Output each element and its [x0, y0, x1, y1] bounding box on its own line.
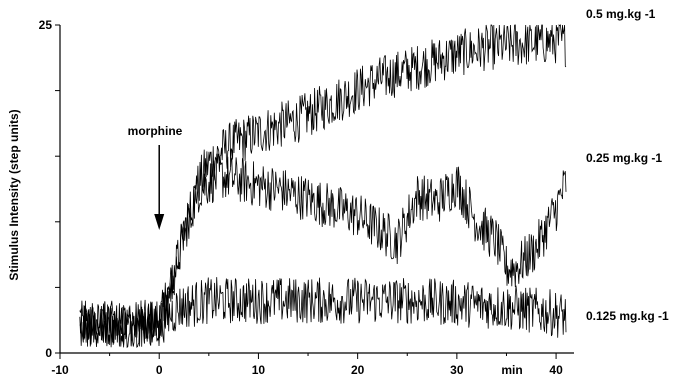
- series-label: 0.5 mg.kg -1: [586, 7, 656, 21]
- series-label: 0.125 mg.kg -1: [586, 309, 669, 323]
- x-axis-unit-label: min: [501, 363, 522, 377]
- plot-area: -10 0 10 20 30 40 0 25 0.5 mg.kg -1 0.25 mg.kg -1…: [39, 7, 669, 377]
- annotation-label: morphine: [128, 124, 183, 138]
- series-line: [79, 277, 567, 349]
- x-tick-label: 30: [450, 363, 464, 377]
- x-tick-label: 0: [156, 363, 163, 377]
- series-label: 0.25 mg.kg -1: [586, 151, 662, 165]
- x-tick-label: 20: [351, 363, 365, 377]
- annotation-arrow-head: [154, 214, 165, 230]
- y-axis-title: Stimulus Intensity (step units): [7, 109, 21, 280]
- x-tick-label: 10: [252, 363, 266, 377]
- x-tick-label: 40: [549, 363, 563, 377]
- series-line: [79, 24, 567, 348]
- x-tick-label: -10: [51, 363, 69, 377]
- y-tick-label: 0: [45, 346, 52, 360]
- y-tick-label: 25: [39, 18, 53, 32]
